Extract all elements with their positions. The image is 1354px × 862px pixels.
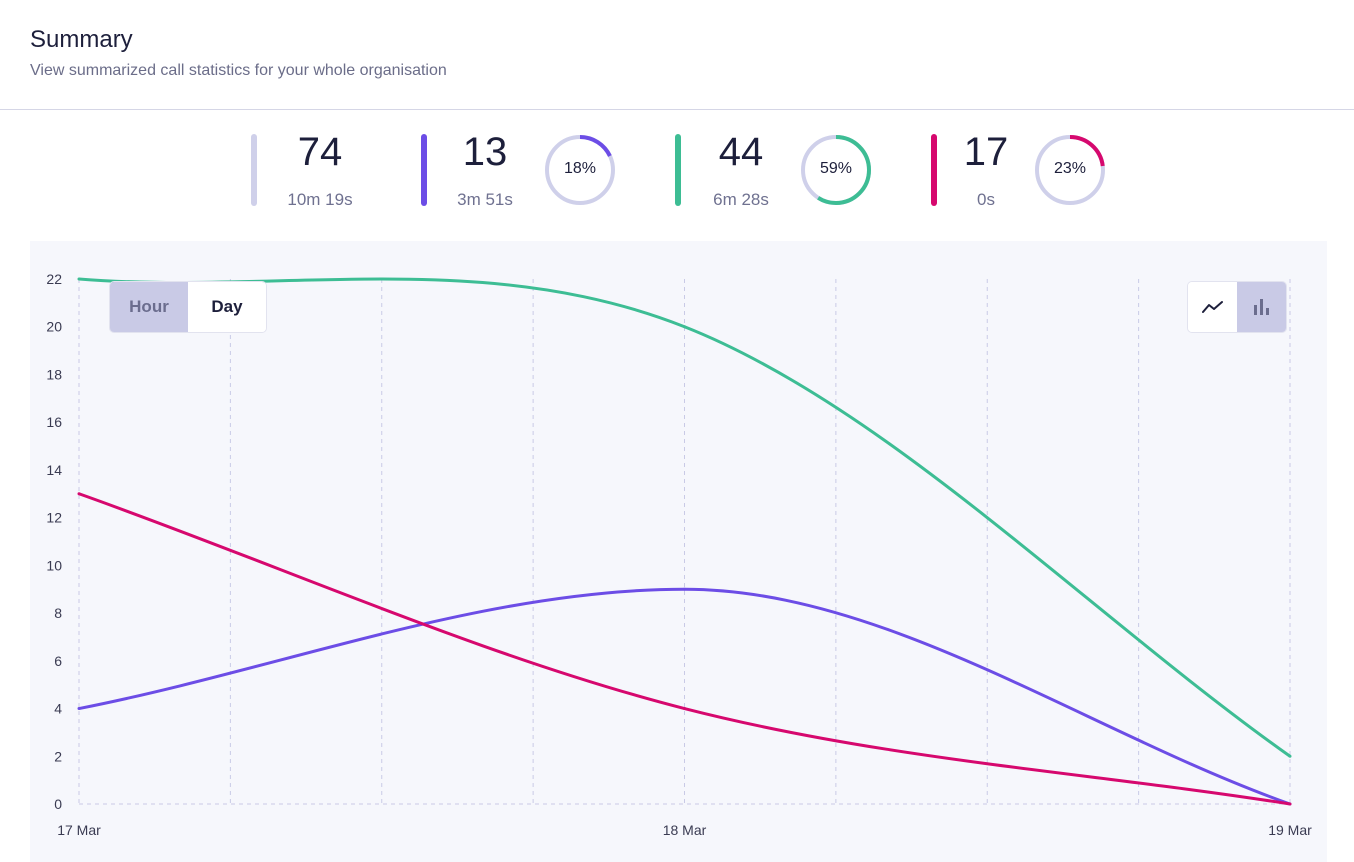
ring-progress (545, 135, 615, 205)
data-point-teal (683, 325, 686, 329)
series-line-teal (78, 277, 1291, 758)
chart-panel: 0 2 4 6 8 10 12 14 16 18 20 22 17 Mar 18 Mar 19 Mar (30, 241, 1327, 862)
chart-type-toggle (1188, 282, 1286, 332)
stat-color-bar (251, 134, 257, 206)
x-tick-label: 18 Mar (663, 822, 707, 838)
stat-percent-ring: 23% (1034, 134, 1106, 206)
y-tick-label: 14 (46, 462, 62, 478)
y-tick-label: 0 (54, 796, 62, 812)
page-subtitle: View summarized call statistics for your… (30, 62, 447, 79)
line-chart-button[interactable] (1188, 282, 1237, 332)
data-point-magenta (683, 707, 686, 711)
bar-chart-button[interactable] (1237, 282, 1286, 332)
data-point-teal (1288, 754, 1292, 758)
x-tick-label: 19 Mar (1268, 822, 1312, 838)
stat-color-bar (675, 134, 681, 206)
stat-percent-ring: 59% (800, 134, 872, 206)
stat-color-bar (421, 134, 427, 206)
ring-progress (801, 135, 871, 205)
stat-percent-ring: 18% (544, 134, 616, 206)
ring-graphic (801, 135, 871, 205)
stat-duration: 10m 19s (287, 190, 353, 209)
ring-graphic (545, 135, 615, 205)
y-tick-label: 4 (54, 701, 62, 717)
stat-value: 13 (462, 130, 508, 174)
line-chart-icon (1201, 301, 1223, 313)
stat-percent: 23% (1053, 160, 1087, 177)
y-tick-label: 16 (46, 414, 62, 430)
day-button[interactable]: Day (188, 282, 266, 332)
header-divider (0, 109, 1354, 110)
y-tick-label: 22 (46, 271, 62, 287)
stat-value: 17 (963, 130, 1009, 174)
page-header: Summary View summarized call statistics … (30, 26, 447, 80)
stat-color-bar (931, 134, 937, 206)
y-tick-label: 20 (46, 319, 62, 335)
y-tick-label: 2 (54, 748, 62, 764)
stat-value: 74 (297, 130, 343, 174)
ring-progress (1035, 135, 1105, 205)
ring-graphic (1035, 135, 1105, 205)
hour-button[interactable]: Hour (110, 282, 188, 332)
page-title: Summary (30, 26, 133, 53)
data-point-teal (77, 277, 81, 281)
stat-duration: 3m 51s (457, 190, 513, 209)
data-point-magenta (77, 492, 81, 496)
data-point-purple (683, 587, 686, 591)
x-tick-label: 17 Mar (57, 822, 101, 838)
line-chart: 0 2 4 6 8 10 12 14 16 18 20 22 17 Mar 18 Mar 19 Mar (46, 271, 1312, 838)
y-tick-label: 12 (46, 510, 62, 526)
y-tick-label: 8 (54, 605, 62, 621)
y-tick-label: 6 (54, 653, 62, 669)
bar-chart-icon (1253, 299, 1269, 315)
y-tick-label: 10 (46, 557, 62, 573)
stat-value: 44 (718, 130, 764, 174)
stat-percent: 59% (819, 160, 853, 177)
data-point-purple (77, 707, 81, 711)
y-tick-label: 18 (46, 366, 62, 382)
stat-percent: 18% (563, 160, 597, 177)
stat-duration: 0s (977, 190, 995, 209)
granularity-toggle: Hour Day (110, 282, 266, 332)
stat-duration: 6m 28s (713, 190, 769, 209)
data-point-magenta (1288, 802, 1292, 806)
